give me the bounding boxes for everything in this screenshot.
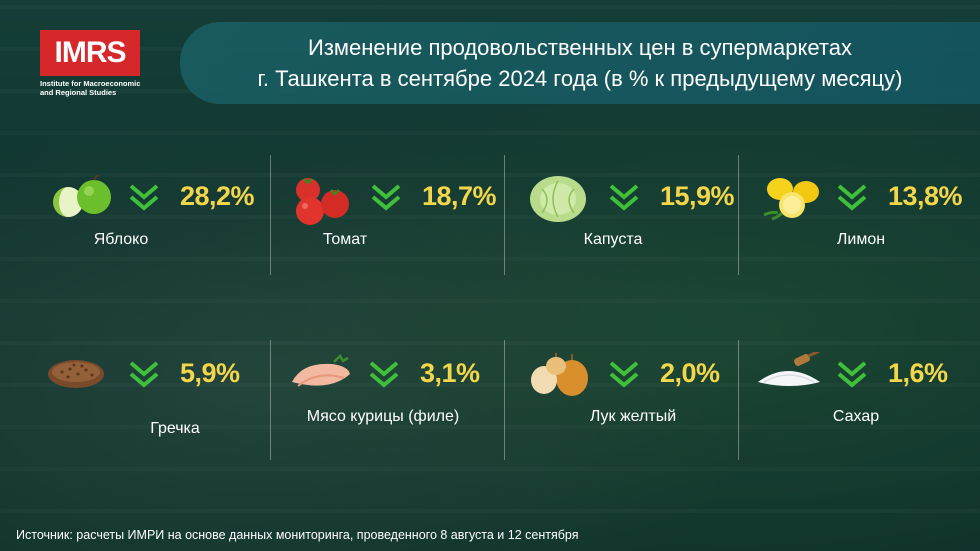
onion-icon: [531, 353, 588, 396]
price-change-value: 18,7%: [422, 181, 497, 211]
buckwheat-icon: [48, 360, 104, 388]
chevron-down-icon: [837, 361, 867, 388]
chicken-fillet-icon: [292, 353, 350, 387]
logo-subtitle: Institute for Macroeconomic and Regional…: [40, 79, 141, 97]
column-divider: [738, 155, 739, 275]
chevron-down-icon: [371, 184, 401, 211]
page-title: Изменение продовольственных цен в суперм…: [200, 32, 960, 94]
sugar-icon: [758, 352, 820, 386]
chevron-down-icon: [129, 361, 159, 388]
product-label: Лук желтый: [589, 408, 677, 425]
column-divider: [270, 340, 271, 460]
price-change-value: 28,2%: [180, 181, 255, 211]
chevron-down-icon: [609, 361, 639, 388]
column-divider: [504, 340, 505, 460]
cabbage-icon: [530, 176, 586, 222]
tomato-icon: [296, 178, 349, 225]
product-label: Томат: [322, 231, 368, 248]
price-item-onion: 2,0% Лук желтый: [528, 352, 758, 442]
product-label: Капуста: [583, 231, 643, 248]
source-note: Источник: расчеты ИМРИ на основе данных …: [16, 528, 579, 542]
column-divider: [270, 155, 271, 275]
title-line-1: Изменение продовольственных цен в суперм…: [308, 35, 852, 60]
apple-icon: [53, 175, 111, 217]
product-label: Лимон: [836, 231, 886, 248]
price-change-value: 2,0%: [660, 358, 720, 388]
chevron-down-icon: [609, 184, 639, 211]
price-item-apple: 28,2% Яблоко: [48, 175, 278, 265]
price-item-sugar: 1,6% Сахар: [756, 352, 980, 442]
column-divider: [738, 340, 739, 460]
price-change-value: 3,1%: [420, 358, 480, 388]
product-label: Мясо курицы (филе): [306, 408, 460, 425]
price-item-lemon: 13,8% Лимон: [756, 175, 980, 265]
chevron-down-icon: [129, 184, 159, 211]
price-item-chicken: 3,1% Мясо курицы (филе): [288, 352, 518, 442]
lemon-icon: [763, 178, 819, 221]
imrs-logo: IMRS Institute for Macroeconomic and Reg…: [40, 30, 142, 97]
column-divider: [504, 155, 505, 275]
price-change-value: 15,9%: [660, 181, 735, 211]
logo-text: IMRS: [40, 30, 140, 76]
price-change-value: 5,9%: [180, 358, 240, 388]
chevron-down-icon: [369, 361, 399, 388]
price-item-tomato: 18,7% Томат: [290, 175, 520, 265]
product-label: Яблоко: [93, 231, 149, 248]
price-item-cabbage: 15,9% Капуста: [528, 175, 758, 265]
price-item-buckwheat: 5,9% Гречка: [48, 352, 278, 442]
chevron-down-icon: [837, 184, 867, 211]
price-change-value: 13,8%: [888, 181, 963, 211]
product-label: Сахар: [832, 408, 880, 425]
product-label: Гречка: [150, 420, 200, 437]
price-change-value: 1,6%: [888, 358, 948, 388]
title-line-2: г. Ташкента в сентябре 2024 года (в % к …: [257, 66, 903, 91]
title-panel: [180, 22, 980, 104]
